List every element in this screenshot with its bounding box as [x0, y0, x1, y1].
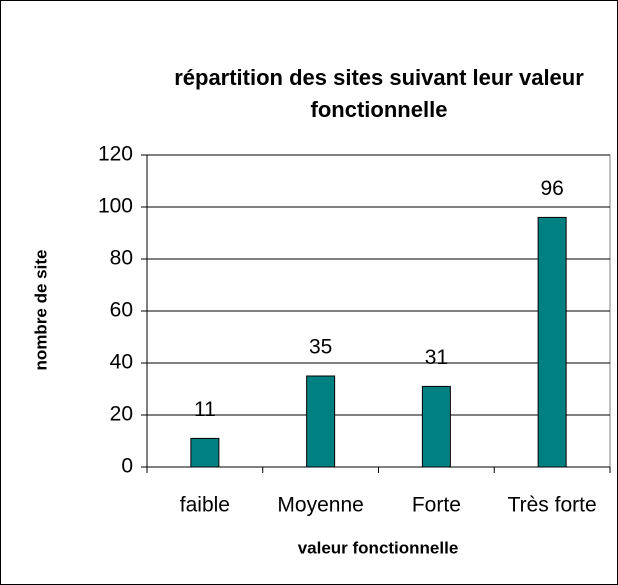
y-tick-label: 60 — [110, 299, 133, 322]
y-tick-label: 100 — [98, 195, 133, 218]
x-tick-label: Très forte — [508, 494, 597, 517]
y-tick-label: 0 — [121, 455, 133, 478]
bar — [421, 385, 451, 468]
x-tick-label: faible — [180, 494, 230, 517]
bar — [190, 437, 220, 468]
y-tick-label: 20 — [110, 403, 133, 426]
y-tick-label: 80 — [110, 247, 133, 270]
data-label: 35 — [309, 336, 332, 359]
x-tick-label: Forte — [412, 494, 461, 517]
y-tick-label: 120 — [98, 143, 133, 166]
y-axis-label: nombre de site — [31, 250, 50, 371]
x-axis-label: valeur fonctionnelle — [298, 538, 459, 557]
chart-title: répartition des sites suivant leur valeu… — [174, 65, 584, 122]
x-tick-label: Moyenne — [277, 494, 363, 517]
data-label: 31 — [425, 346, 448, 369]
y-tick-label: 40 — [110, 351, 133, 374]
data-label: 96 — [540, 177, 563, 200]
bar — [537, 216, 567, 468]
data-label: 11 — [194, 398, 216, 421]
bar — [306, 375, 336, 468]
